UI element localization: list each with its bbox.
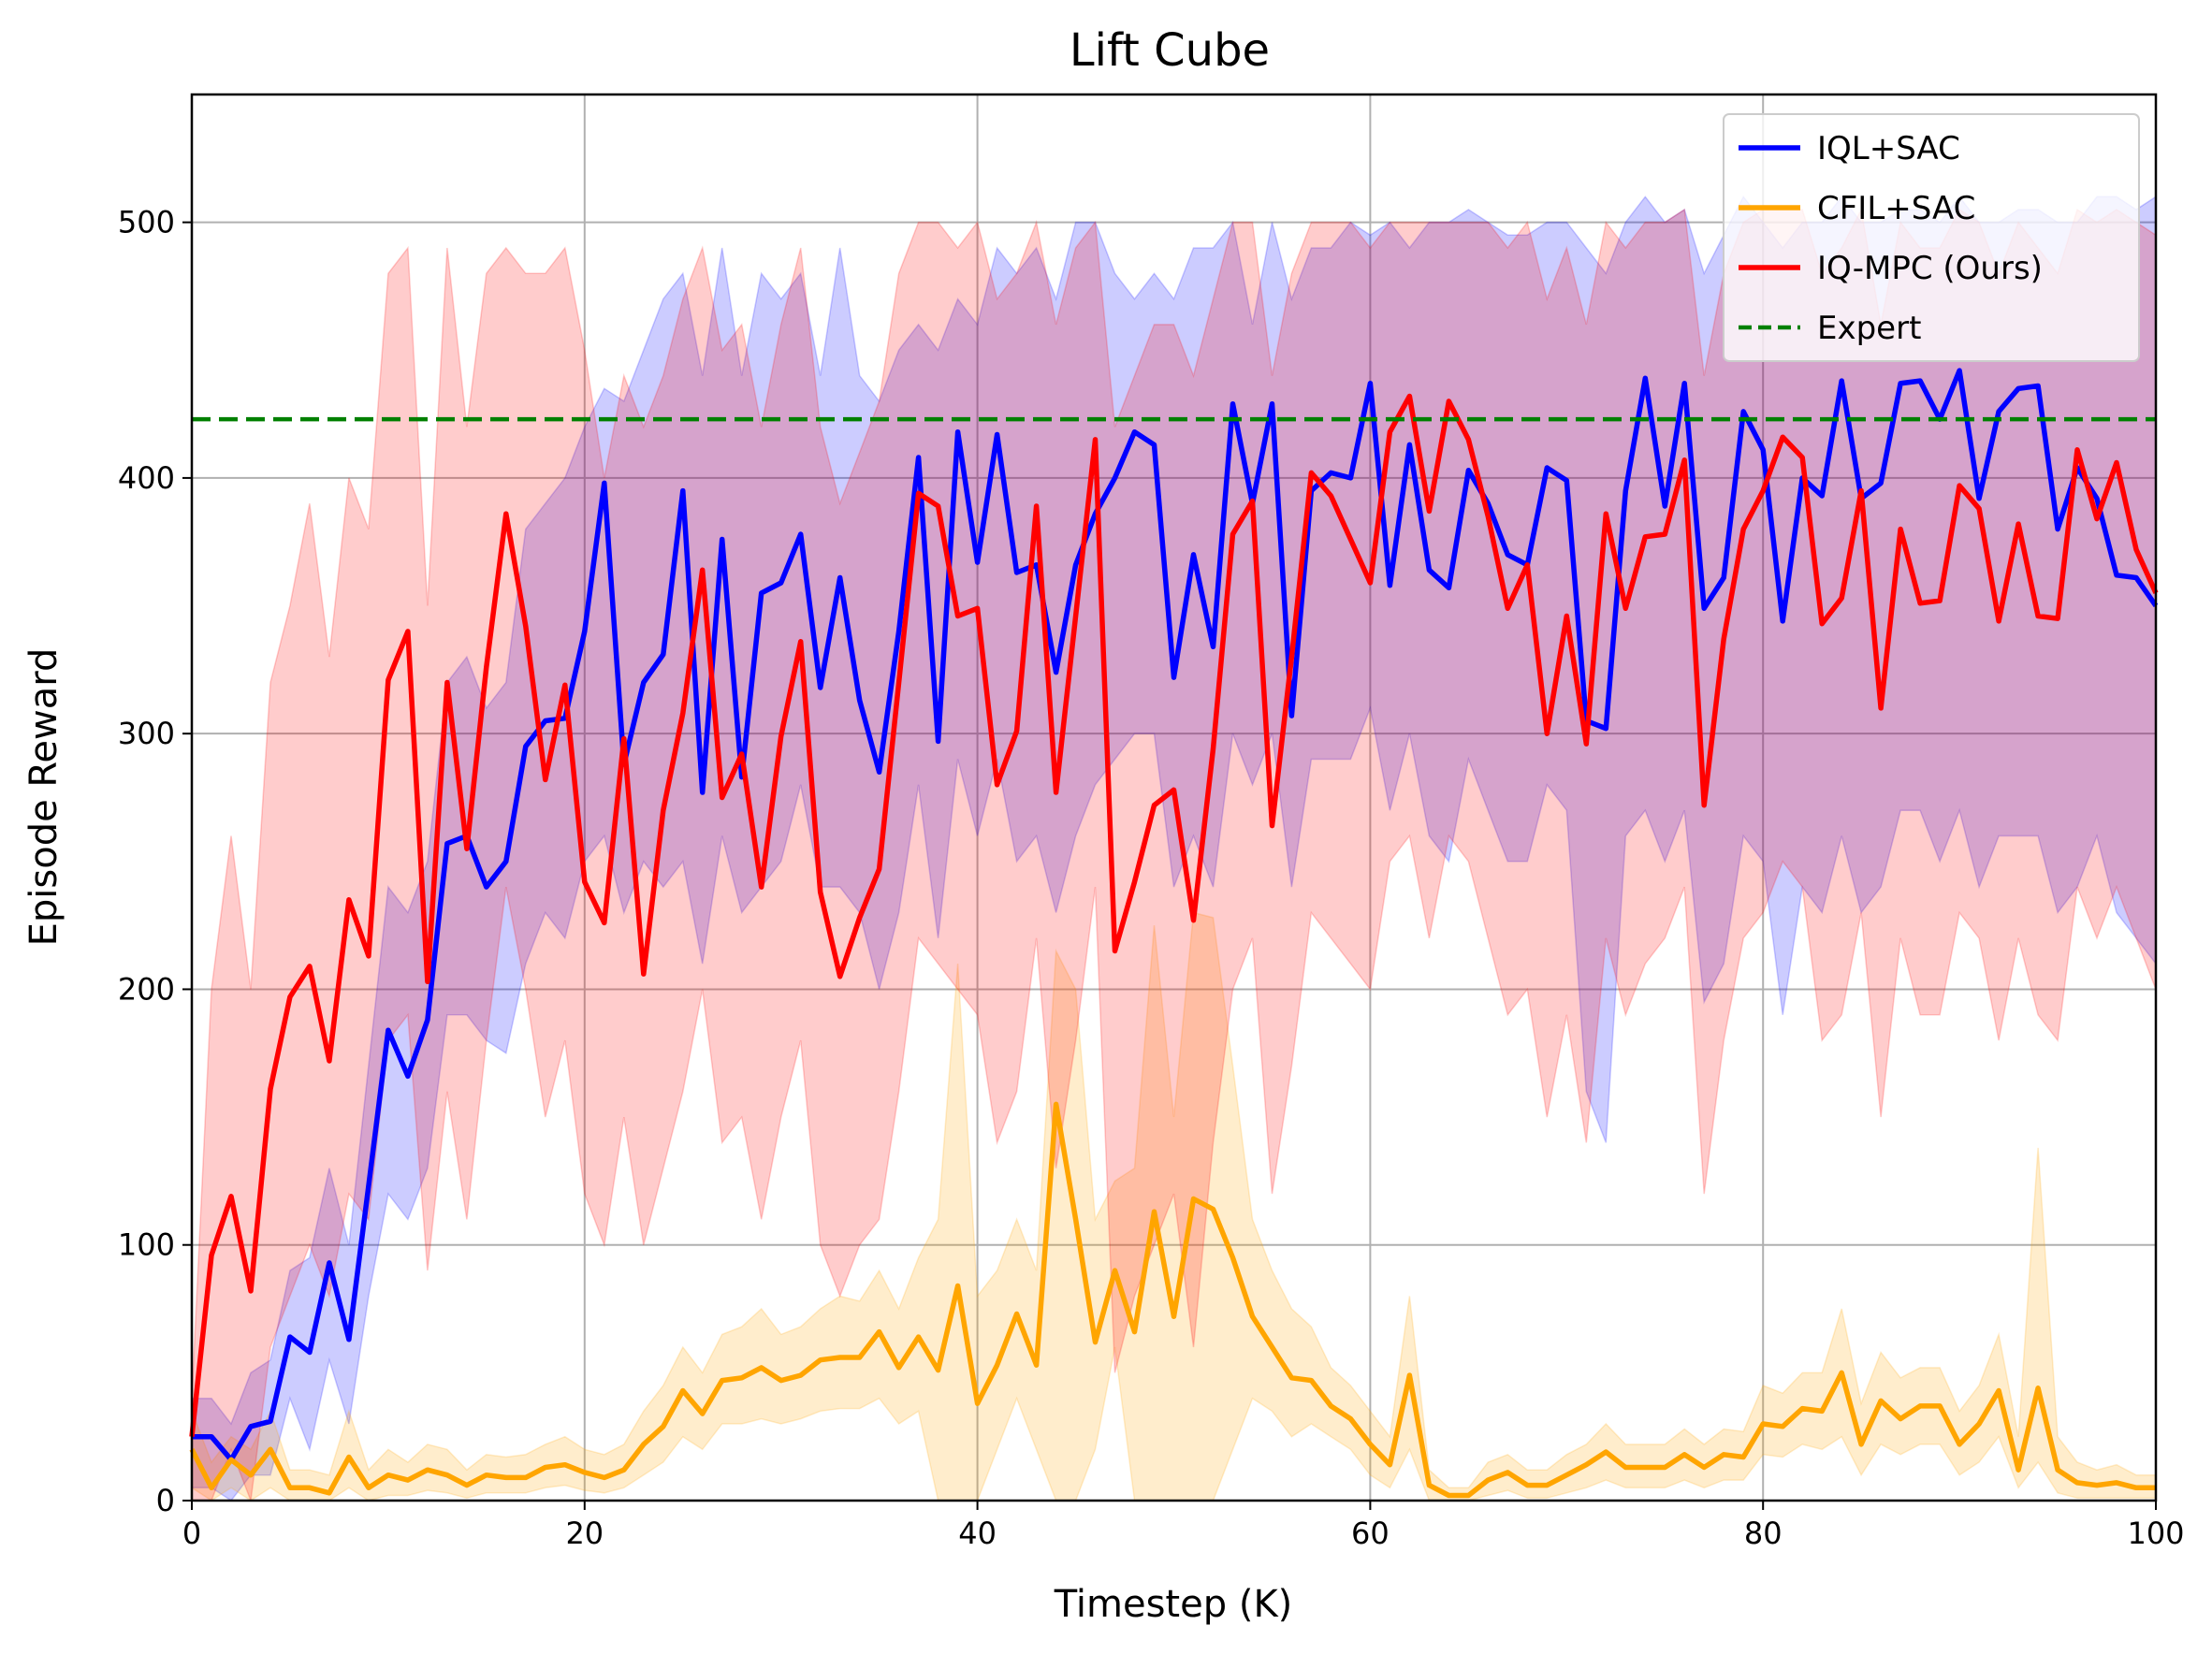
x-tick-label: 40: [958, 1516, 997, 1551]
y-axis-label: Episode Reward: [22, 648, 65, 947]
y-tick-label: 500: [118, 205, 175, 240]
x-tick-label: 20: [565, 1516, 604, 1551]
y-tick-label: 0: [156, 1483, 175, 1518]
chart-title: Lift Cube: [1070, 24, 1270, 77]
legend-label-iq-mpc-ours: IQ-MPC (Ours): [1817, 250, 2043, 287]
tick-layer: 0 20 40 60 80 100 0 100 200 300 400 500: [118, 205, 2185, 1551]
x-tick-label: 80: [1744, 1516, 1783, 1551]
legend-label-cfil-sac: CFIL+SAC: [1817, 190, 1975, 227]
y-tick-label: 200: [118, 971, 175, 1007]
legend-label-iql-sac: IQL+SAC: [1817, 130, 1960, 167]
legend-label-expert: Expert: [1817, 310, 1921, 347]
y-tick-label: 300: [118, 716, 175, 751]
x-tick-label: 100: [2127, 1516, 2184, 1551]
x-tick-label: 60: [1351, 1516, 1390, 1551]
legend: IQL+SAC CFIL+SAC IQ-MPC (Ours) Expert: [1723, 113, 2140, 362]
x-axis-label: Timestep (K): [1054, 1583, 1293, 1626]
y-tick-label: 100: [118, 1227, 175, 1263]
series-line-layer: [189, 368, 2159, 1499]
cfil-sac-line: [189, 1101, 2156, 1499]
plot-frame: [190, 93, 2158, 1502]
legend-box: [1723, 113, 2140, 362]
x-tick-label: 0: [182, 1516, 201, 1551]
iq-mpc-ours-line: [189, 393, 2159, 1437]
y-tick-label: 400: [118, 460, 175, 496]
iql-sac-line: [192, 368, 2159, 1463]
